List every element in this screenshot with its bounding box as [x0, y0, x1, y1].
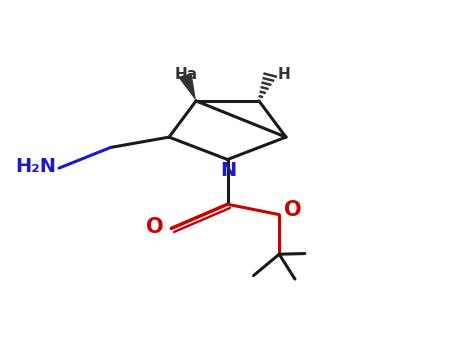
Text: H: H — [277, 67, 290, 82]
Text: H₂N: H₂N — [16, 157, 57, 176]
Text: Ha: Ha — [175, 67, 198, 82]
Text: O: O — [146, 217, 163, 237]
Polygon shape — [178, 74, 196, 101]
Text: N: N — [220, 161, 237, 180]
Text: O: O — [283, 201, 301, 220]
